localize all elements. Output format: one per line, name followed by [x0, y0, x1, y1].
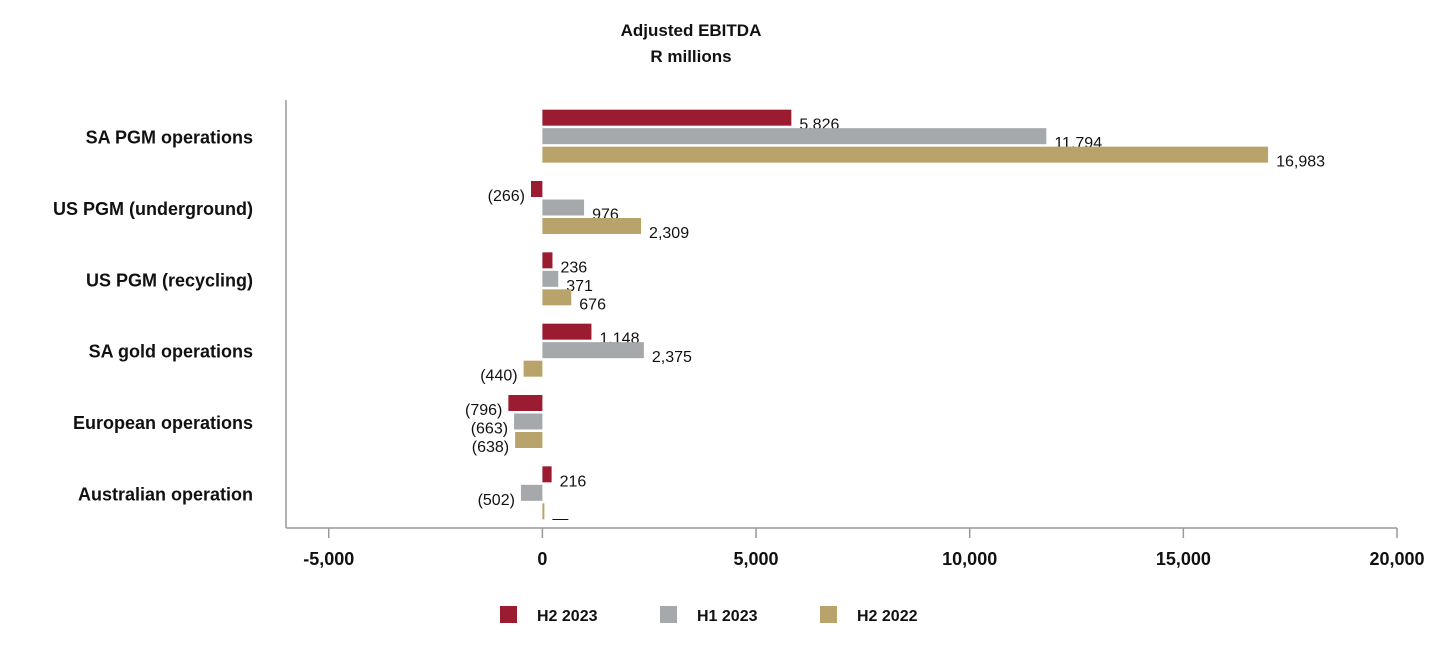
x-tick-label: 20,000 [1369, 549, 1424, 569]
category-label: US PGM (underground) [53, 199, 253, 219]
legend-label: H2 2022 [857, 608, 918, 625]
bar-h2-2023 [531, 181, 543, 197]
x-tick-label: 5,000 [734, 549, 779, 569]
category-label: US PGM (recycling) [86, 270, 253, 290]
category-label: SA PGM operations [86, 128, 253, 148]
data-label: (502) [478, 492, 515, 509]
data-label: 216 [560, 473, 587, 490]
category-label: SA gold operations [89, 342, 253, 362]
bar-h2-2022 [542, 146, 1269, 163]
category-label: European operations [73, 413, 253, 433]
data-label: 371 [566, 278, 593, 295]
legend-swatch [660, 606, 677, 623]
x-tick-label: 0 [537, 549, 547, 569]
chart-title: Adjusted EBITDA [621, 21, 762, 40]
bar-h2-2023 [542, 252, 553, 269]
data-label: (796) [465, 402, 502, 419]
legend-swatch [820, 606, 837, 623]
bar-h2-2022 [523, 360, 543, 377]
bar-h1-2023 [542, 128, 1047, 145]
data-label: 16,983 [1276, 154, 1325, 171]
bar-h2-2022 [542, 503, 545, 520]
bar-h1-2023 [542, 270, 559, 287]
bar-h1-2023 [520, 484, 543, 501]
bar-h2-2022 [515, 432, 543, 448]
data-label: (266) [488, 188, 525, 205]
data-label: (440) [480, 368, 517, 385]
category-label: Australian operation [78, 484, 253, 504]
chart-subtitle: R millions [650, 47, 731, 66]
bar-h2-2023 [542, 109, 792, 126]
x-tick-label: -5,000 [303, 549, 354, 569]
data-label: (638) [472, 439, 509, 456]
legend-swatch [500, 606, 517, 623]
bar-h1-2023 [542, 342, 644, 359]
bar-h2-2022 [542, 218, 642, 234]
bar-h2-2023 [542, 323, 592, 340]
x-tick-label: 15,000 [1156, 549, 1211, 569]
data-label: 2,375 [652, 349, 692, 366]
x-tick-label: 10,000 [942, 549, 997, 569]
data-label: 2,309 [649, 225, 689, 242]
legend-label: H1 2023 [697, 608, 758, 625]
bar-h1-2023 [542, 199, 585, 216]
data-label: 676 [579, 296, 606, 313]
bar-h2-2023 [542, 466, 552, 483]
legend-label: H2 2023 [537, 608, 598, 625]
data-label: (663) [471, 421, 508, 438]
bar-h2-2023 [508, 395, 543, 411]
bar-h1-2023 [514, 413, 543, 430]
data-label: — [552, 510, 568, 527]
data-label: 236 [560, 259, 587, 276]
bar-h2-2022 [542, 289, 572, 306]
